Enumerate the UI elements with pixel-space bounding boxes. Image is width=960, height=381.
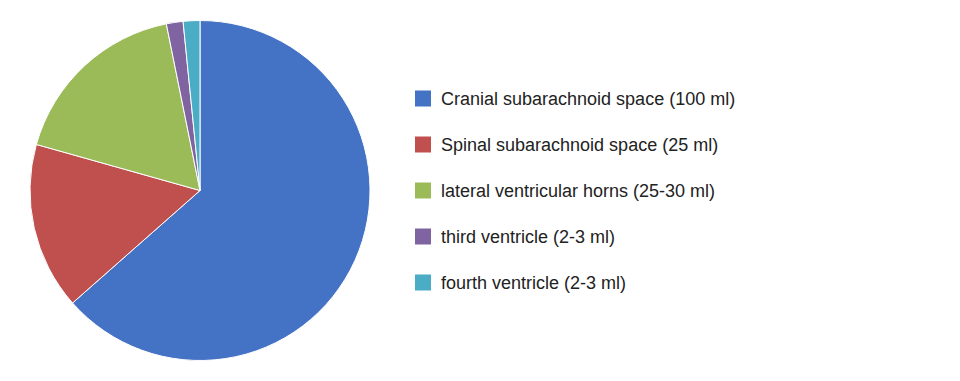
legend-swatch <box>415 229 431 245</box>
legend-swatch <box>415 183 431 199</box>
legend: Cranial subarachnoid space (100 ml) Spina… <box>415 89 735 293</box>
legend-label: Cranial subarachnoid space (100 ml) <box>441 89 735 109</box>
pie-slice <box>166 21 200 190</box>
legend-label: fourth ventricle (2-3 ml) <box>441 273 626 293</box>
legend-swatch <box>415 275 431 291</box>
legend-label: Spinal subarachnoid space (25 ml) <box>441 135 718 155</box>
chart-svg: Cranial subarachnoid space (100 ml) Spina… <box>0 0 960 381</box>
pie <box>30 21 370 361</box>
pie-slice <box>183 21 200 191</box>
legend-swatch <box>415 137 431 153</box>
chart-container: Cranial subarachnoid space (100 ml) Spina… <box>0 0 960 381</box>
legend-swatch <box>415 91 431 107</box>
legend-label: third ventricle (2-3 ml) <box>441 227 615 247</box>
legend-label: lateral ventricular horns (25-30 ml) <box>441 181 715 201</box>
